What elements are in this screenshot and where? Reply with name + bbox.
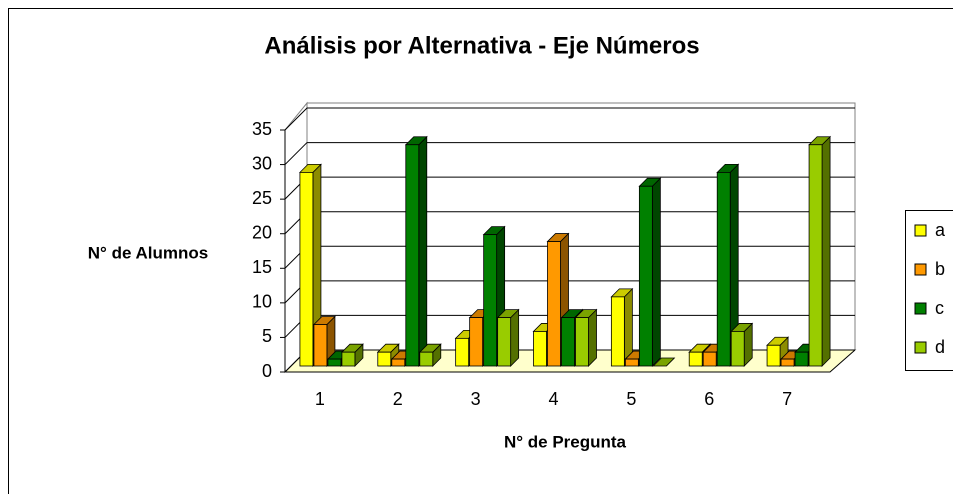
bar-front (808, 144, 823, 367)
legend-label: c (935, 298, 944, 318)
bar (808, 135, 832, 367)
bar-front (497, 317, 512, 367)
y-tick-label: 25 (252, 188, 272, 208)
bar (298, 163, 322, 367)
bar-side (821, 135, 831, 367)
bar-front (780, 358, 795, 367)
legend-label: d (935, 337, 945, 357)
legend-swatch (914, 263, 927, 276)
bar-front (547, 241, 561, 367)
bar-front (730, 331, 745, 367)
bar-front (299, 171, 314, 367)
x-tick-label: 2 (393, 389, 403, 409)
plot-area (283, 101, 857, 374)
bar-top (652, 357, 676, 367)
bar (404, 135, 428, 367)
bar (496, 308, 520, 367)
bar (652, 357, 676, 367)
bar-front (610, 296, 625, 367)
bar (574, 308, 598, 367)
y-tick-label: 30 (252, 153, 272, 173)
y-tick-label: 15 (252, 257, 272, 277)
bar-front (533, 331, 547, 367)
bar (716, 163, 740, 367)
x-tick-label: 1 (315, 389, 325, 409)
bar-front (341, 351, 356, 367)
bar (610, 287, 634, 367)
bar-front (688, 351, 703, 367)
x-tick-label: 7 (782, 389, 792, 409)
bar (730, 322, 754, 367)
legend-swatch (914, 341, 927, 354)
bar-side (588, 308, 597, 367)
chart-frame (8, 8, 953, 494)
bar-side (651, 177, 661, 367)
bar-front (455, 337, 470, 367)
bar-front (716, 171, 731, 367)
legend (905, 210, 953, 371)
bar (418, 343, 442, 367)
bar-front (327, 358, 342, 367)
bar (638, 177, 662, 367)
legend-swatch (914, 224, 927, 237)
bar-front (766, 344, 781, 367)
bar-front (313, 324, 328, 367)
bar-side (510, 308, 520, 367)
bar-front (624, 358, 639, 367)
bar-front (702, 351, 717, 367)
x-axis-label: N° de Pregunta (504, 432, 627, 451)
bar-front (391, 358, 406, 367)
y-tick-label: 35 (252, 119, 272, 139)
bar-front (483, 234, 498, 367)
legend-swatch (914, 302, 927, 315)
grid-line (284, 107, 855, 131)
bar-front (638, 185, 653, 367)
bar-side (418, 135, 428, 367)
y-tick-label: 5 (262, 326, 272, 346)
bar (340, 343, 364, 367)
bar-front (575, 317, 589, 367)
y-tick-label: 10 (252, 292, 272, 312)
chart-title: Análisis por Alternativa - Eje Números (264, 32, 699, 59)
grid-line (284, 142, 855, 165)
legend-label: b (935, 259, 945, 279)
x-tick-label: 3 (471, 389, 481, 409)
x-tick-label: 4 (548, 389, 558, 409)
x-tick-label: 5 (626, 389, 636, 409)
bar-front (419, 351, 434, 367)
y-tick-label: 0 (262, 361, 272, 381)
legend-label: a (935, 220, 946, 240)
bar-front (377, 351, 392, 367)
y-tick-label: 20 (252, 222, 272, 242)
bar-front (469, 317, 484, 367)
y-axis-label: N° de Alumnos (88, 243, 208, 262)
x-tick-label: 6 (704, 389, 714, 409)
bar-front (405, 144, 420, 367)
bar-front (561, 317, 575, 367)
bar-front (794, 351, 809, 367)
